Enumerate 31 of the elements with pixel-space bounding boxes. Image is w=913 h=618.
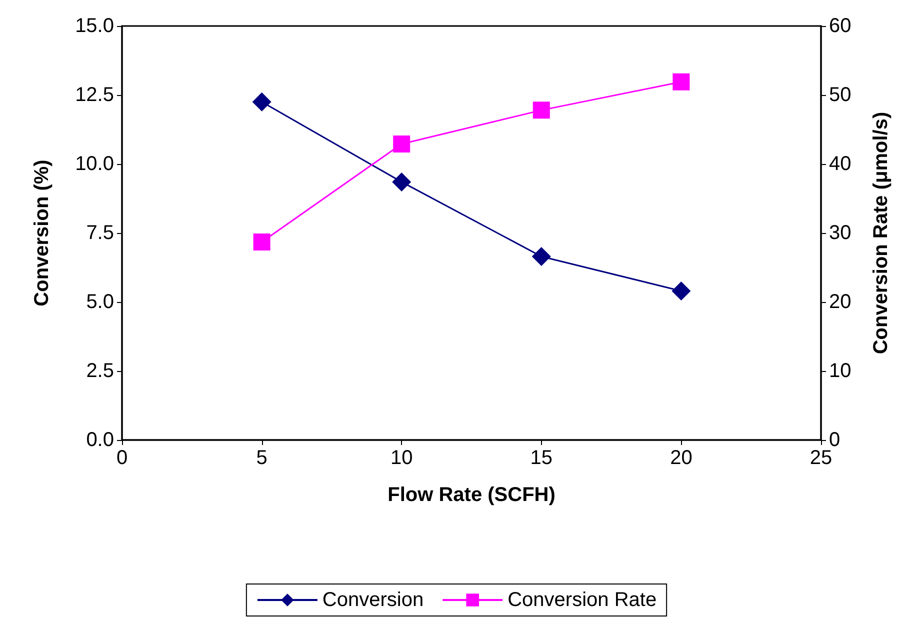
point [393,135,410,152]
x-tick-label: 5 [256,447,268,469]
legend-label: Conversion [322,589,424,611]
y2-tick-label: 40 [829,153,852,175]
x-tick-label: 20 [670,447,692,469]
point [532,102,550,119]
y-tick-label: 0.0 [86,429,114,451]
x-tick-label: 0 [116,447,128,469]
y2-tick-label: 60 [829,15,852,37]
point [253,233,270,250]
y2-axis-title: Conversion Rate (μmol/s) [870,112,892,354]
y2-tick-label: 50 [829,84,852,106]
y-tick-label: 5.0 [86,291,114,313]
point [672,281,691,300]
y-tick-label: 12.5 [75,84,114,106]
y-tick-label: 10.0 [75,153,114,175]
y2-tick-label: 10 [829,360,852,382]
x-axis-title: Flow Rate (SCFH) [388,484,556,506]
y-tick-label: 2.5 [86,360,114,382]
y-axis-title: Conversion (%) [31,160,53,306]
legend-label: Conversion Rate [508,589,657,611]
x-tick-label: 10 [390,447,413,469]
point [532,246,551,266]
x-tick-label: 15 [530,447,553,469]
y-tick-label: 15.0 [75,15,114,37]
point [672,73,690,90]
y2-tick-label: 30 [829,222,852,244]
point [392,172,412,192]
y-tick-label: 7.5 [86,222,114,244]
y2-tick-label: 20 [829,291,852,313]
point [252,92,272,112]
